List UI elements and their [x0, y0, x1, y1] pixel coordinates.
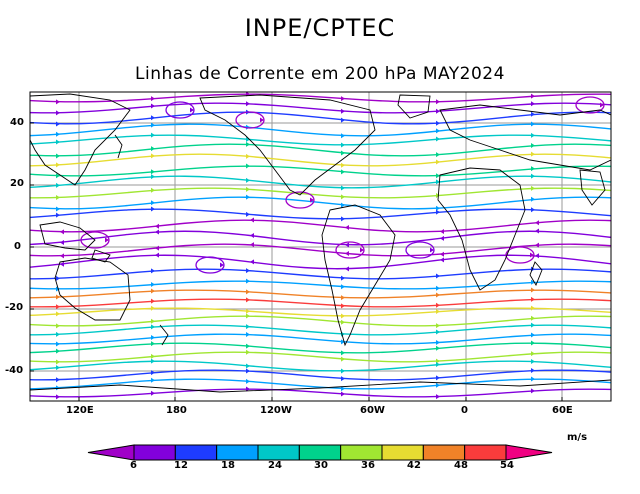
colorbar-label-54: 54: [500, 460, 514, 471]
coastline-7: [397, 94, 431, 119]
coastline-6: [199, 94, 376, 196]
coastline-10: [529, 261, 543, 287]
colorbar-max-triangle: [505, 444, 553, 461]
coastline-8: [321, 204, 396, 347]
colorbar-swatch: [174, 444, 218, 461]
colorbar-label-18: 18: [221, 460, 235, 471]
colorbar-label-30: 30: [314, 460, 328, 471]
streamlines: [30, 92, 611, 400]
coastline-4: [54, 257, 131, 321]
colorbar-min-triangle: [87, 444, 135, 461]
org-title: INPE/CPTEC: [244, 14, 396, 42]
lon-label-180: 180: [166, 405, 187, 416]
colorbar-swatch: [257, 444, 300, 461]
coastline-0: [30, 93, 131, 186]
colorbar-swatch: [133, 444, 176, 461]
lat-label-0: 0: [14, 241, 21, 252]
coastline-1: [114, 134, 123, 159]
chart-title: Linhas de Corrente em 200 hPa MAY2024: [135, 64, 505, 84]
coastline-3: [91, 249, 111, 263]
lon-label-60w: 60W: [360, 405, 385, 416]
lon-label-60e: 60E: [552, 405, 573, 416]
colorbar-swatch: [298, 444, 342, 461]
colorbar-label-42: 42: [407, 460, 421, 471]
colorbar-label-48: 48: [454, 460, 468, 471]
coastline-9: [437, 167, 526, 291]
colorbar-swatch: [422, 444, 466, 461]
lat-label-minus40: -40: [5, 365, 24, 376]
colorbar-swatch: [216, 444, 259, 461]
colorbar-swatch: [464, 444, 507, 461]
colorbar-label-6: 6: [130, 460, 137, 471]
colorbar-swatch: [381, 444, 424, 461]
coastline-12: [579, 169, 606, 206]
colorbar-label-12: 12: [174, 460, 188, 471]
colorbar: [87, 444, 553, 461]
lat-label-20: 20: [10, 178, 24, 189]
lon-label-120w: 120W: [260, 405, 292, 416]
colorbar-label-36: 36: [361, 460, 375, 471]
lon-label-120e: 120E: [66, 405, 94, 416]
coastline-5: [159, 324, 169, 346]
coastline-13: [30, 379, 611, 393]
lat-label-minus20: -20: [5, 302, 24, 313]
colorbar-swatch: [340, 444, 383, 461]
axis-ticks: [30, 122, 563, 401]
coastlines: [30, 93, 611, 393]
coastline-11: [439, 104, 611, 171]
colorbar-label-24: 24: [268, 460, 282, 471]
lon-label-0: 0: [461, 405, 468, 416]
lat-label-40: 40: [10, 117, 24, 128]
coastline-2: [39, 221, 96, 251]
colorbar-units: m/s: [567, 432, 588, 443]
